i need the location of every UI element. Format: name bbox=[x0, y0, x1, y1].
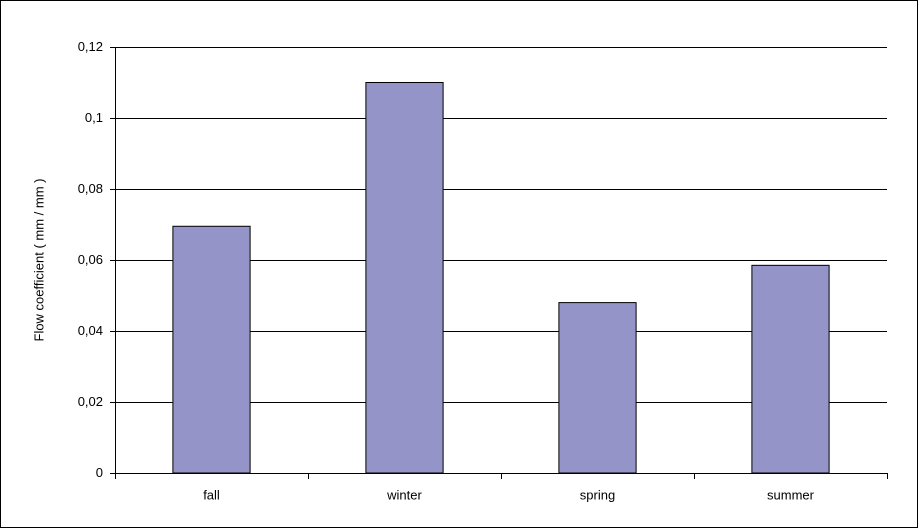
bar bbox=[558, 302, 637, 474]
y-tick-label: 0 bbox=[96, 465, 103, 480]
y-tick-label: 0,04 bbox=[78, 323, 103, 338]
x-tick-label: fall bbox=[203, 487, 220, 502]
bar bbox=[172, 225, 251, 474]
x-tick-label: winter bbox=[386, 487, 422, 502]
y-tick-label: 0,08 bbox=[78, 181, 103, 196]
x-tick-label: summer bbox=[767, 487, 815, 502]
x-tick-label: spring bbox=[580, 487, 615, 502]
y-tick-label: 0,1 bbox=[85, 110, 103, 125]
y-tick-label: 0,12 bbox=[78, 39, 103, 54]
y-axis-label: Flow coefficient ( mm / mm ) bbox=[31, 178, 46, 341]
y-tick-label: 0,02 bbox=[78, 394, 103, 409]
bar bbox=[365, 82, 444, 474]
bar bbox=[751, 264, 830, 474]
y-tick-label: 0,06 bbox=[78, 252, 103, 267]
